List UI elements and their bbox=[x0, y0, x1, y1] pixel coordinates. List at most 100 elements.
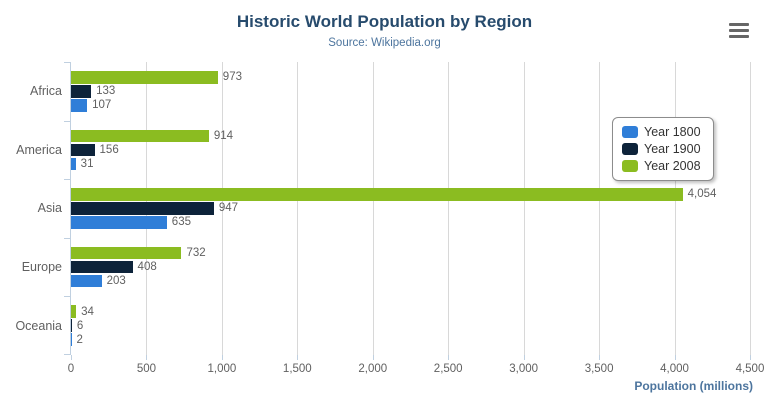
bar-line: 107 bbox=[71, 99, 756, 112]
gridline bbox=[674, 62, 676, 355]
x-axis-tick bbox=[749, 355, 751, 360]
x-axis-tick-label: 3,500 bbox=[584, 363, 614, 375]
legend-item-year-1900[interactable]: Year 1900 bbox=[622, 142, 701, 156]
category-row-africa: Africa 973 133 107 bbox=[30, 62, 756, 121]
bar-year-1800-africa[interactable] bbox=[71, 99, 88, 112]
bar-value-label: 2 bbox=[76, 333, 83, 346]
x-axis-tick bbox=[71, 355, 72, 360]
bar-year-1800-europe[interactable] bbox=[71, 274, 102, 288]
bar-value-label: 973 bbox=[222, 71, 242, 84]
bar-line: 635 bbox=[71, 216, 756, 229]
category-label: Asia bbox=[37, 201, 62, 216]
x-axis-title: Population (millions) bbox=[634, 379, 753, 393]
chart-title: Historic World Population by Region bbox=[236, 12, 533, 31]
x-axis-tick-label: 4,000 bbox=[660, 363, 689, 375]
bar-value-label: 107 bbox=[92, 99, 112, 112]
x-axis-tick-label: 3,000 bbox=[509, 363, 539, 375]
chart-subtitle: Source: Wikipedia.org bbox=[328, 37, 441, 49]
gridline bbox=[599, 62, 601, 355]
x-axis-tick-label: 4,500 bbox=[735, 363, 765, 375]
bar-line: 156 bbox=[71, 143, 756, 157]
bar-rows: Africa 973 133 107 America 914 156 31 Asia 4,054 9… bbox=[15, 62, 756, 355]
gridline bbox=[749, 62, 751, 355]
category-axis-tick bbox=[64, 179, 70, 181]
x-axis-tick bbox=[221, 355, 223, 360]
bar-year-2008-asia[interactable] bbox=[71, 188, 683, 201]
x-axis-tick-label: 2,500 bbox=[433, 363, 463, 375]
hamburger-bar bbox=[729, 23, 749, 26]
bar-year-2008-oceania[interactable] bbox=[71, 305, 77, 318]
hamburger-menu-icon[interactable] bbox=[729, 23, 749, 38]
bar-year-2008-america[interactable] bbox=[71, 129, 209, 143]
bar-year-1900-america[interactable] bbox=[71, 143, 95, 157]
bar-year-1800-oceania[interactable] bbox=[71, 333, 72, 346]
category-label: Europe bbox=[21, 260, 62, 275]
category-axis-tick bbox=[64, 354, 70, 355]
bar-value-label: 156 bbox=[99, 143, 119, 156]
bar-value-label: 133 bbox=[96, 85, 116, 98]
bar-year-1800-america[interactable] bbox=[71, 157, 76, 171]
bar-year-1900-europe[interactable] bbox=[71, 260, 133, 274]
legend-label: Year 2008 bbox=[644, 159, 701, 173]
category-axis-tick bbox=[64, 120, 70, 122]
bar-value-label: 947 bbox=[218, 202, 239, 215]
legend-item-year-1800[interactable]: Year 1800 bbox=[622, 125, 701, 139]
bar-line: 2 bbox=[71, 333, 756, 346]
plot-area: 0 500 1,000 1,500 2,000 2,500 3,000 3,500 4,000 4… bbox=[15, 62, 764, 375]
bar-line: 34 bbox=[71, 305, 756, 318]
legend: Year 1800 Year 1900 Year 2008 bbox=[612, 117, 714, 181]
x-axis-tick bbox=[146, 355, 148, 360]
x-axis-tick-label: 0 bbox=[67, 363, 75, 375]
x-axis-tick bbox=[448, 355, 450, 360]
bar-line: 408 bbox=[71, 260, 756, 274]
x-axis-tick-label: 500 bbox=[136, 363, 157, 375]
category-label: Oceania bbox=[15, 318, 62, 333]
bar-line: 6 bbox=[71, 319, 756, 332]
legend-swatch-icon bbox=[622, 126, 638, 138]
bar-year-2008-europe[interactable] bbox=[71, 246, 182, 260]
legend-swatch-icon bbox=[622, 143, 638, 155]
x-axis-tick-label: 1,500 bbox=[282, 363, 312, 375]
x-axis-tick-label: 2,000 bbox=[358, 363, 388, 375]
x-axis-tick bbox=[523, 355, 525, 360]
bar-value-label: 635 bbox=[171, 216, 191, 229]
bar-line: 973 bbox=[71, 71, 756, 84]
gridline bbox=[221, 62, 223, 355]
category-row-asia: Asia 4,054 947 635 bbox=[38, 179, 756, 238]
bar-value-label: 31 bbox=[80, 157, 94, 170]
legend-label: Year 1800 bbox=[644, 125, 701, 139]
category-axis-tick bbox=[64, 237, 70, 239]
bar-value-label: 408 bbox=[137, 261, 157, 274]
category-row-oceania: Oceania 34 6 2 bbox=[15, 296, 756, 355]
bar-value-label: 34 bbox=[81, 305, 94, 318]
bar-line: 947 bbox=[71, 202, 756, 215]
gridline bbox=[297, 62, 299, 355]
bar-value-label: 914 bbox=[213, 129, 234, 142]
category-label: America bbox=[16, 142, 62, 157]
category-row-europe: Europe 732 408 203 bbox=[22, 238, 756, 297]
bar-value-label: 6 bbox=[76, 319, 84, 332]
bar-value-label: 203 bbox=[106, 275, 126, 288]
bar-year-2008-africa[interactable] bbox=[71, 71, 218, 84]
legend-item-year-2008[interactable]: Year 2008 bbox=[622, 159, 701, 173]
category-row-america: America 914 156 31 bbox=[16, 121, 756, 180]
bar-value-label: 4,054 bbox=[687, 188, 717, 201]
x-axis-tick-label: 1,000 bbox=[207, 363, 237, 375]
bar-line: 732 bbox=[71, 246, 756, 260]
bar-year-1800-asia[interactable] bbox=[71, 216, 167, 229]
bar-line: 4,054 bbox=[71, 188, 756, 201]
bar-year-1900-asia[interactable] bbox=[71, 202, 214, 215]
bar-year-1900-oceania[interactable] bbox=[71, 319, 72, 332]
gridline bbox=[523, 62, 525, 355]
legend-swatch-icon bbox=[622, 160, 638, 172]
bar-line: 133 bbox=[71, 85, 756, 98]
gridline bbox=[448, 62, 450, 355]
x-axis-tick bbox=[372, 355, 374, 360]
hamburger-bar bbox=[729, 35, 749, 38]
bar-year-1900-africa[interactable] bbox=[71, 85, 92, 98]
bar-line: 203 bbox=[71, 274, 756, 288]
gridline bbox=[372, 62, 374, 355]
bar-value-label: 732 bbox=[186, 247, 206, 260]
x-axis-tick bbox=[599, 355, 601, 360]
